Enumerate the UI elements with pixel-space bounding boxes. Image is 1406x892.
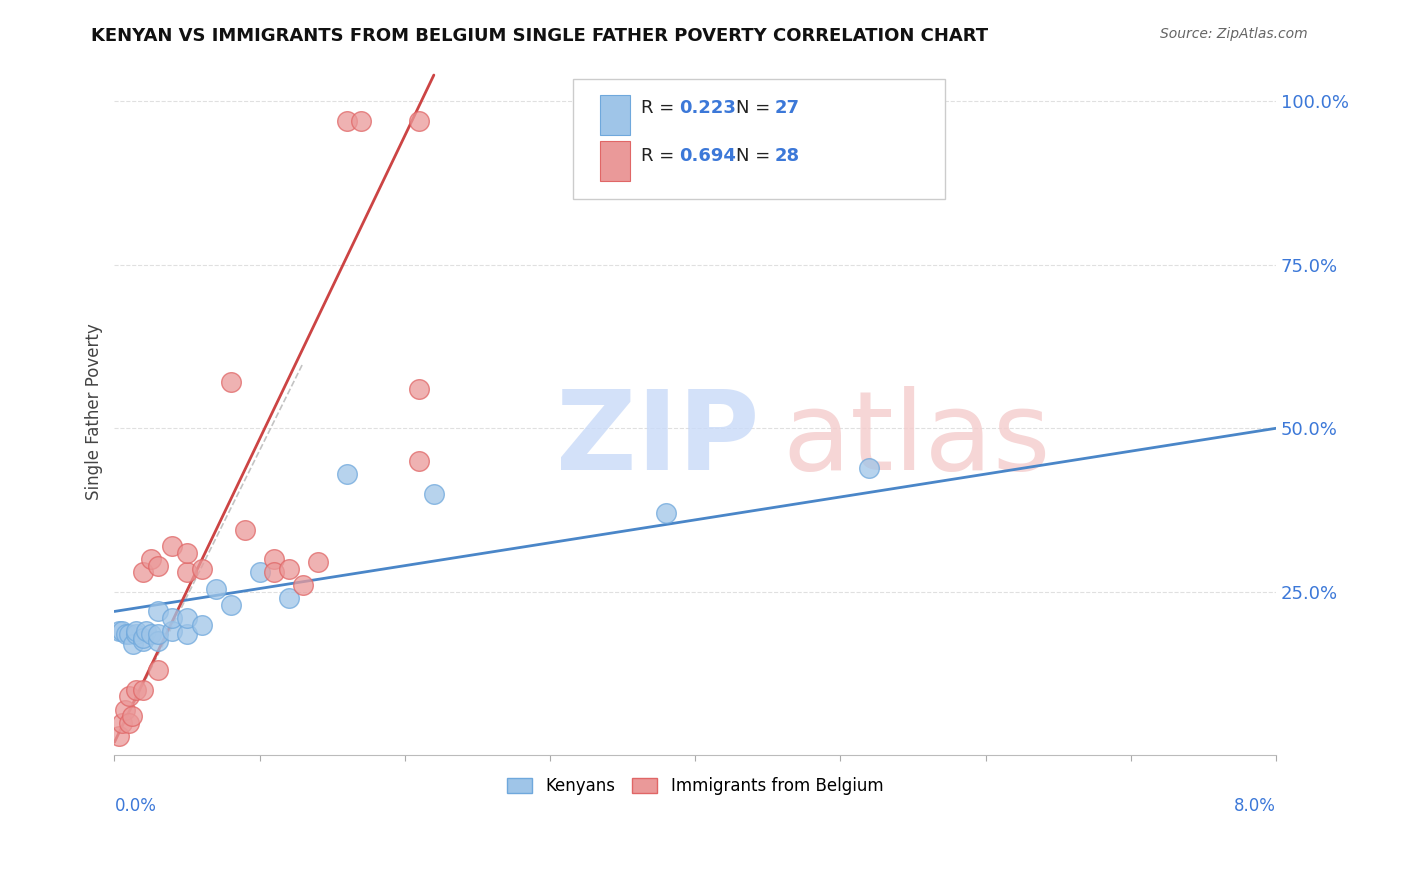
Point [219, 376, 242, 390]
Point [190, 562, 212, 576]
Point [118, 627, 141, 641]
Point [205, 582, 228, 596]
FancyBboxPatch shape [600, 95, 630, 136]
Point [132, 633, 155, 648]
Point [125, 627, 148, 641]
Point [219, 598, 242, 612]
Point [408, 454, 430, 468]
Point [125, 682, 148, 697]
Text: Source: ZipAtlas.com: Source: ZipAtlas.com [1160, 27, 1308, 41]
Point [190, 617, 212, 632]
Text: R =: R = [641, 99, 679, 118]
Point [408, 113, 430, 128]
Point [121, 709, 143, 723]
Text: 8.0%: 8.0% [1234, 797, 1277, 814]
Point [423, 486, 446, 500]
Point [139, 627, 162, 641]
Point [162, 624, 184, 638]
Point [122, 637, 145, 651]
Point [146, 604, 169, 618]
Point [114, 702, 136, 716]
Point [408, 382, 430, 396]
Point [307, 555, 329, 569]
Point [350, 113, 373, 128]
Point [336, 467, 359, 481]
Point [146, 558, 169, 573]
FancyBboxPatch shape [574, 78, 945, 199]
Text: N =: N = [735, 147, 776, 165]
Point [132, 631, 155, 645]
Point [115, 627, 138, 641]
Point [263, 552, 285, 566]
Text: ZIP: ZIP [555, 386, 759, 493]
Text: 28: 28 [775, 147, 799, 165]
Point [146, 633, 169, 648]
Point [111, 715, 134, 730]
Point [107, 624, 129, 638]
Point [176, 627, 198, 641]
Point [176, 545, 198, 559]
Text: 27: 27 [775, 99, 799, 118]
Point [146, 627, 169, 641]
Point [118, 690, 141, 704]
Point [277, 562, 299, 576]
Point [162, 539, 184, 553]
Point [277, 591, 299, 606]
Point [162, 611, 184, 625]
Point [139, 552, 162, 566]
Point [249, 565, 271, 579]
Point [146, 663, 169, 677]
Legend: Kenyans, Immigrants from Belgium: Kenyans, Immigrants from Belgium [501, 771, 890, 802]
Point [176, 611, 198, 625]
Point [233, 523, 256, 537]
Point [292, 578, 315, 592]
Point [107, 729, 129, 743]
Text: KENYAN VS IMMIGRANTS FROM BELGIUM SINGLE FATHER POVERTY CORRELATION CHART: KENYAN VS IMMIGRANTS FROM BELGIUM SINGLE… [91, 27, 988, 45]
Point [132, 682, 155, 697]
Point [655, 506, 678, 520]
Text: N =: N = [735, 99, 776, 118]
Point [263, 565, 285, 579]
Text: atlas: atlas [782, 386, 1050, 493]
Point [111, 624, 134, 638]
Point [132, 565, 155, 579]
FancyBboxPatch shape [600, 141, 630, 181]
Text: R =: R = [641, 147, 679, 165]
Text: 0.0%: 0.0% [114, 797, 156, 814]
Point [135, 624, 157, 638]
Point [125, 624, 148, 638]
Point [858, 460, 880, 475]
Point [118, 715, 141, 730]
Text: 0.223: 0.223 [679, 99, 735, 118]
Point [176, 565, 198, 579]
Y-axis label: Single Father Poverty: Single Father Poverty [86, 324, 103, 500]
Point [336, 113, 359, 128]
Text: 0.694: 0.694 [679, 147, 735, 165]
